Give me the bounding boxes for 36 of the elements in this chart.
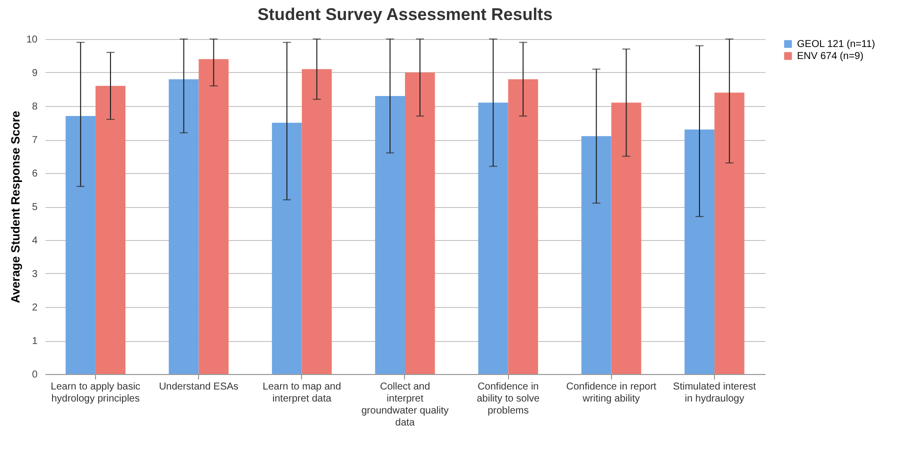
y-tick-label: 1 (32, 336, 38, 347)
x-tick-label: Understand ESAs (158, 382, 238, 392)
bar (478, 102, 508, 374)
y-tick-label: 5 (32, 202, 38, 213)
y-tick-label: 0 (32, 370, 38, 380)
x-tick-label: Stimulated interest in hydraulogy (673, 382, 756, 404)
y-tick-label: 3 (32, 269, 38, 280)
legend-label: GEOL 121 (n=11) (797, 39, 876, 50)
x-tick-label: Learn to apply basic hydrology principles (50, 382, 140, 404)
y-tick-label: 9 (32, 68, 38, 79)
y-axis-title: Average Student Response Score (8, 110, 22, 304)
bar (66, 116, 96, 374)
bar (405, 72, 435, 374)
y-tick-label: 8 (32, 102, 38, 112)
y-tick-label: 10 (26, 34, 38, 46)
chart-title: Student Survey Assessment Results (257, 5, 553, 24)
bar (272, 122, 302, 374)
bar (96, 86, 126, 374)
bar (581, 136, 612, 374)
x-tick-label: Confidence in ability to solve problems (476, 382, 540, 416)
y-tick-label: 7 (32, 135, 38, 146)
bar (375, 96, 405, 374)
y-tick-label: 4 (32, 236, 38, 246)
bar (611, 102, 642, 374)
y-tick-label: 2 (32, 302, 38, 314)
bar (302, 69, 332, 374)
y-tick-label: 6 (32, 168, 38, 180)
x-tick-label: Confidence in report writing ability (566, 382, 657, 404)
bar (168, 79, 199, 374)
x-tick-label: Learn to map and interpret data (262, 382, 342, 404)
bar (714, 92, 744, 374)
x-tick-label: Collect and interpret groundwater quality data (361, 382, 449, 428)
legend-label: ENV 674 (n=9) (797, 51, 864, 62)
bar (684, 129, 714, 374)
bar (198, 59, 229, 374)
bar (508, 79, 538, 374)
